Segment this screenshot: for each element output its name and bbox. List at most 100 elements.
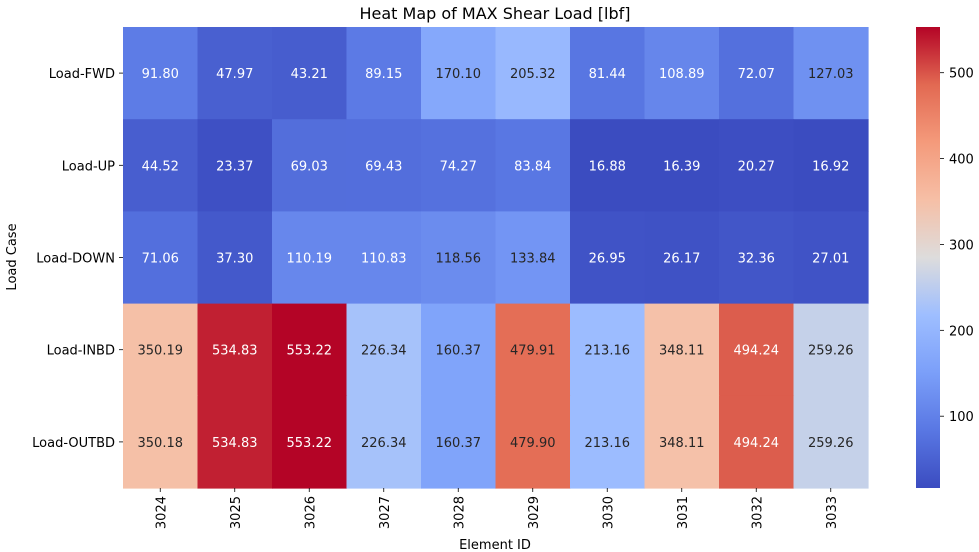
cell-value-label: 553.22 (287, 344, 333, 359)
cell-value-label: 37.30 (216, 252, 253, 267)
heatmap-cell (570, 303, 646, 397)
heatmap-cell (421, 119, 497, 212)
y-tick-label: Load-FWD (49, 67, 115, 82)
heatmap-cells (123, 27, 869, 489)
cell-value-label: 348.11 (659, 344, 705, 359)
cell-value-label: 133.84 (510, 252, 556, 267)
x-tick-label: 3024 (154, 496, 169, 529)
x-tick-label: 3032 (750, 496, 765, 529)
cell-value-label: 23.37 (216, 159, 253, 174)
cell-value-label: 350.18 (138, 436, 184, 451)
heatmap-cell (197, 119, 273, 212)
heatmap-cell (793, 303, 869, 397)
cell-value-label: 91.80 (142, 67, 179, 82)
y-tick-label: Load-INBD (47, 344, 115, 359)
y-tick-label: Load-OUTBD (32, 436, 115, 451)
cell-value-label: 27.01 (812, 252, 849, 267)
cell-value-label: 259.26 (808, 436, 854, 451)
heatmap-cell (570, 27, 646, 120)
heatmap-cell (719, 303, 795, 397)
cell-value-label: 69.03 (291, 159, 328, 174)
cell-value-label: 118.56 (436, 252, 482, 267)
cell-value-label: 32.36 (738, 252, 775, 267)
heatmap-cell (570, 395, 646, 489)
heatmap-cell (793, 27, 869, 120)
heatmap-cell (123, 27, 199, 120)
heatmap-cell (644, 119, 720, 212)
x-tick-label: 3027 (378, 496, 393, 529)
heatmap-cell (719, 211, 795, 305)
cell-value-label: 213.16 (585, 436, 631, 451)
cell-value-label: 44.52 (142, 159, 179, 174)
heatmap-cell (793, 119, 869, 212)
heatmap-cell (197, 303, 273, 397)
heatmap-cell (197, 27, 273, 120)
cell-value-label: 259.26 (808, 344, 854, 359)
heatmap-cell (346, 211, 422, 305)
cell-value-label: 534.83 (212, 344, 258, 359)
chart-title: Heat Map of MAX Shear Load [lbf] (360, 4, 631, 23)
heatmap-cell (421, 303, 497, 397)
heatmap-cell (644, 27, 720, 120)
y-axis-ticks: Load-FWD Load-UP Load-DOWN Load-INBD Load-OU… (32, 67, 123, 451)
cell-value-label: 170.10 (436, 67, 482, 82)
heatmap-cell (495, 211, 571, 305)
colorbar (916, 27, 940, 488)
heatmap-cell (793, 211, 869, 305)
cell-value-label: 72.07 (738, 67, 775, 82)
cell-value-label: 479.90 (510, 436, 556, 451)
cell-value-label: 160.37 (436, 436, 482, 451)
heatmap-cell (495, 303, 571, 397)
x-tick-label: 3030 (601, 496, 616, 529)
x-tick-label: 3025 (229, 496, 244, 529)
heatmap-cell (346, 395, 422, 489)
heatmap-cell (644, 303, 720, 397)
cell-value-label: 16.92 (812, 159, 849, 174)
heatmap-cell (272, 211, 348, 305)
heatmap-cell (272, 395, 348, 489)
heatmap-cell (644, 395, 720, 489)
heatmap-cell (495, 119, 571, 212)
cell-value-label: 81.44 (589, 67, 626, 82)
heatmap-cell (197, 211, 273, 305)
x-tick-label: 3031 (676, 496, 691, 529)
cell-value-label: 43.21 (291, 67, 328, 82)
heatmap-cell (123, 119, 199, 212)
colorbar-tick-label: 100 (949, 410, 974, 425)
cell-value-label: 494.24 (734, 436, 780, 451)
cell-value-label: 348.11 (659, 436, 705, 451)
colorbar-ticks: 100 200 300 400 500 (940, 67, 974, 425)
colorbar-tick-label: 300 (949, 238, 974, 253)
heatmap-cell (793, 395, 869, 489)
colorbar-tick-label: 400 (949, 153, 974, 168)
heatmap-cell (346, 303, 422, 397)
cell-value-label: 534.83 (212, 436, 258, 451)
heatmap-cell (421, 211, 497, 305)
cell-value-label: 479.91 (510, 344, 556, 359)
cell-value-label: 20.27 (738, 159, 775, 174)
cell-value-label: 16.88 (589, 159, 626, 174)
cell-value-label: 110.19 (287, 252, 333, 267)
heatmap-cell (719, 27, 795, 120)
heatmap-cell (123, 395, 199, 489)
cell-value-label: 127.03 (808, 67, 854, 82)
x-tick-label: 3028 (452, 496, 467, 529)
heatmap-cell (346, 27, 422, 120)
cell-value-label: 108.89 (659, 67, 705, 82)
cell-value-label: 89.15 (365, 67, 402, 82)
cell-value-label: 26.17 (663, 252, 700, 267)
cell-value-label: 26.95 (589, 252, 626, 267)
heatmap-cell (495, 395, 571, 489)
heatmap-cell (197, 395, 273, 489)
cell-value-label: 16.39 (663, 159, 700, 174)
cell-value-label: 69.43 (365, 159, 402, 174)
heatmap-cell (719, 119, 795, 212)
heatmap-cell (719, 395, 795, 489)
heatmap-cell (272, 303, 348, 397)
cell-value-label: 110.83 (361, 252, 407, 267)
x-axis-label: Element ID (459, 538, 531, 552)
heatmap-cell (123, 211, 199, 305)
cell-value-label: 226.34 (361, 344, 407, 359)
heatmap-cell (570, 211, 646, 305)
